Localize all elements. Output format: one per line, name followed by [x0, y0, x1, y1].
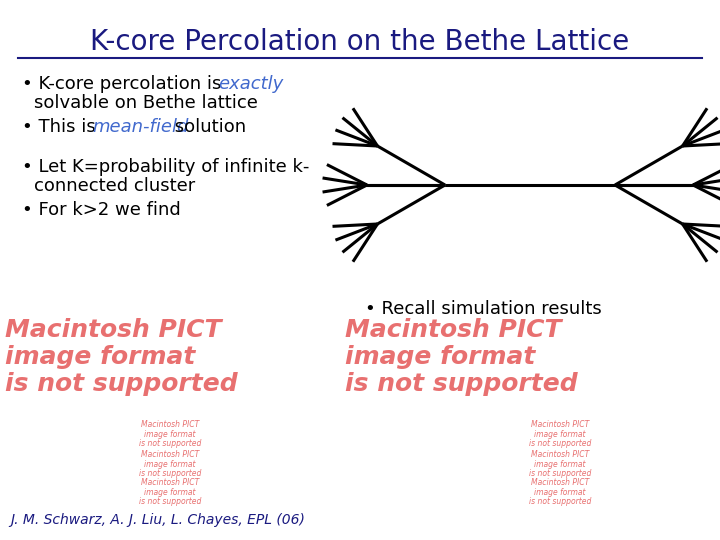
Text: • For k>2 we find: • For k>2 we find	[22, 201, 181, 219]
Text: Macintosh PICT
image format
is not supported: Macintosh PICT image format is not suppo…	[528, 420, 591, 448]
Text: exactly: exactly	[218, 75, 283, 93]
Text: Macintosh PICT
image format
is not supported: Macintosh PICT image format is not suppo…	[528, 450, 591, 478]
Text: Macintosh PICT
image format
is not supported: Macintosh PICT image format is not suppo…	[5, 318, 238, 396]
Text: • This is: • This is	[22, 118, 102, 136]
Text: • Let K=probability of infinite k-: • Let K=probability of infinite k-	[22, 158, 310, 176]
Text: connected cluster: connected cluster	[34, 177, 195, 195]
Text: mean-field: mean-field	[92, 118, 189, 136]
Text: Macintosh PICT
image format
is not supported: Macintosh PICT image format is not suppo…	[139, 420, 201, 448]
Text: Macintosh PICT
image format
is not supported: Macintosh PICT image format is not suppo…	[139, 450, 201, 478]
Text: • Recall simulation results: • Recall simulation results	[365, 300, 602, 318]
Text: Macintosh PICT
image format
is not supported: Macintosh PICT image format is not suppo…	[139, 478, 201, 507]
Text: Macintosh PICT
image format
is not supported: Macintosh PICT image format is not suppo…	[528, 478, 591, 507]
Text: solution: solution	[169, 118, 246, 136]
Text: Macintosh PICT
image format
is not supported: Macintosh PICT image format is not suppo…	[345, 318, 577, 396]
Text: • K-core percolation is: • K-core percolation is	[22, 75, 227, 93]
Text: solvable on Bethe lattice: solvable on Bethe lattice	[34, 94, 258, 112]
Text: K-core Percolation on the Bethe Lattice: K-core Percolation on the Bethe Lattice	[91, 28, 629, 56]
Text: J. M. Schwarz, A. J. Liu, L. Chayes, EPL (06): J. M. Schwarz, A. J. Liu, L. Chayes, EPL…	[10, 513, 305, 527]
